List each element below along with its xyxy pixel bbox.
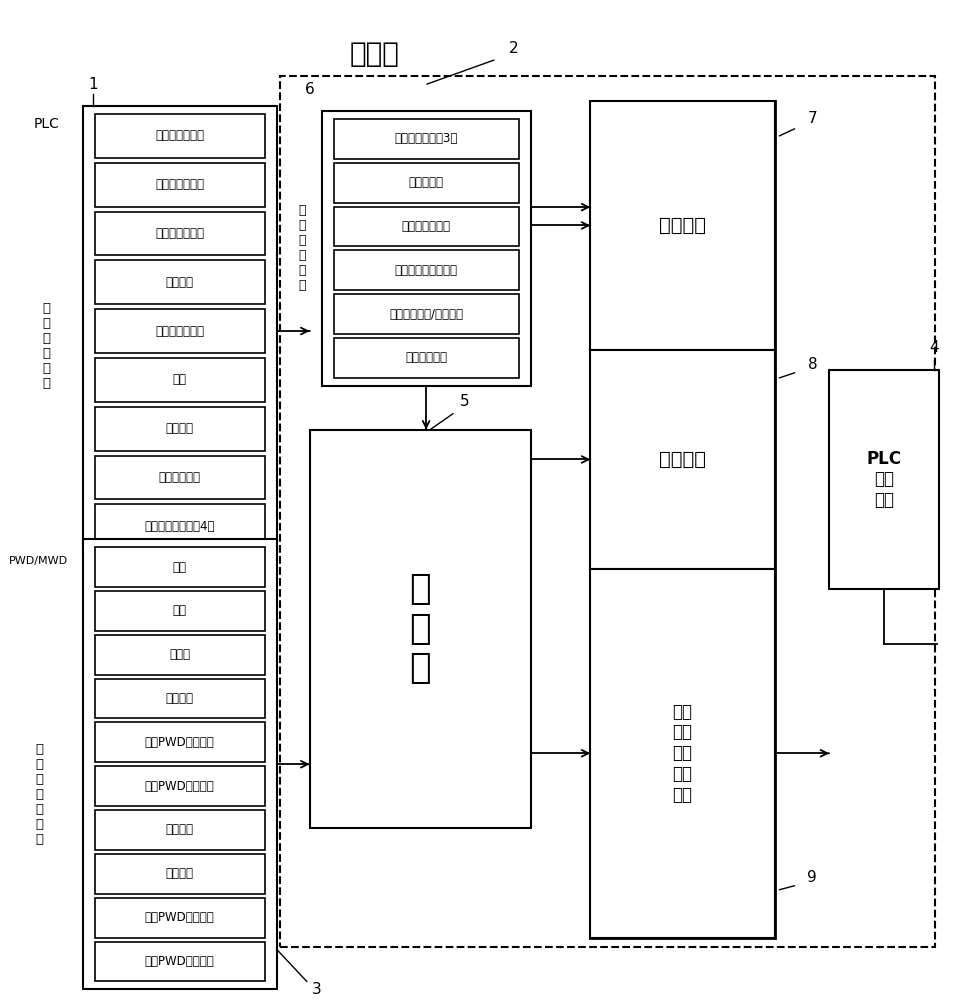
Bar — [590, 350, 774, 569]
Bar — [590, 569, 774, 938]
Bar — [333, 250, 518, 290]
Bar — [590, 101, 774, 350]
Text: 套压: 套压 — [173, 373, 187, 386]
Text: 2: 2 — [508, 41, 518, 56]
Bar — [95, 456, 265, 499]
Text: 下载PWD井底温度: 下载PWD井底温度 — [145, 955, 214, 968]
Text: 井深: 井深 — [173, 604, 187, 617]
Text: 大钩悬重: 大钩悬重 — [165, 867, 193, 880]
Bar — [333, 207, 518, 246]
Text: 6: 6 — [305, 82, 315, 97]
Bar — [333, 294, 518, 334]
Bar — [590, 101, 774, 938]
Text: 设置井底压力/当量密度: 设置井底压力/当量密度 — [389, 308, 463, 321]
Text: 下载PWD压力数器: 下载PWD压力数器 — [145, 780, 214, 793]
Bar — [310, 430, 531, 828]
Bar — [95, 722, 265, 762]
Bar — [95, 766, 265, 806]
Text: 井口目标压力: 井口目标压力 — [404, 351, 446, 364]
Bar — [95, 898, 265, 938]
Text: 1: 1 — [88, 77, 98, 92]
Bar — [333, 119, 518, 159]
Text: PLC: PLC — [34, 117, 60, 131]
Bar — [95, 942, 265, 981]
Bar — [95, 260, 265, 304]
Bar — [95, 163, 265, 207]
Text: 4: 4 — [928, 340, 938, 355]
Text: 工
具
计
算
机
数
据: 工 具 计 算 机 数 据 — [35, 743, 43, 846]
Text: 钻井泵缸套尺寸3个: 钻井泵缸套尺寸3个 — [394, 132, 457, 145]
Text: 钻头位置: 钻头位置 — [165, 692, 193, 705]
Text: PLC
执行
系统: PLC 执行 系统 — [866, 450, 901, 509]
Bar — [321, 111, 531, 386]
Text: 实时PWD井底温度: 实时PWD井底温度 — [145, 911, 214, 924]
Bar — [828, 370, 938, 589]
Bar — [95, 358, 265, 402]
Text: 泥浆罐液位传感器4个: 泥浆罐液位传感器4个 — [145, 520, 215, 533]
Text: 数
据
采
集
模
块: 数 据 采 集 模 块 — [43, 302, 51, 390]
Text: 旋转控制头压力: 旋转控制头压力 — [155, 325, 204, 338]
Text: 数字显示: 数字显示 — [658, 216, 705, 235]
Bar — [95, 854, 265, 894]
Bar — [95, 679, 265, 718]
Text: 实时PWD压力数器: 实时PWD压力数器 — [145, 736, 214, 749]
Bar — [95, 504, 265, 548]
Text: 井身结构及尺寸: 井身结构及尺寸 — [402, 220, 450, 233]
Text: 钻井液出口温度: 钻井液出口温度 — [155, 129, 204, 142]
Bar — [83, 539, 276, 989]
Text: 井口压力: 井口压力 — [165, 422, 193, 435]
Text: 8: 8 — [807, 357, 817, 372]
Text: 5: 5 — [459, 394, 469, 409]
Bar — [95, 810, 265, 850]
Bar — [83, 106, 276, 556]
Bar — [333, 338, 518, 378]
Bar — [95, 591, 265, 631]
Text: PWD/MWD: PWD/MWD — [10, 556, 68, 566]
Text: 选择
计算
比较
决策
设置: 选择 计算 比较 决策 设置 — [672, 703, 692, 804]
Text: 数
据
输
入
系
统: 数 据 输 入 系 统 — [298, 204, 305, 292]
Text: 钻井液参数: 钻井液参数 — [408, 176, 444, 189]
Bar — [95, 635, 265, 675]
Text: 井垂深: 井垂深 — [169, 648, 191, 661]
Text: 钻具组合结构及尺寸: 钻具组合结构及尺寸 — [394, 264, 457, 277]
Text: 大钩高度: 大钩高度 — [165, 823, 193, 836]
Text: 9: 9 — [807, 870, 817, 885]
Bar — [95, 212, 265, 255]
Text: 钻压: 钻压 — [173, 561, 187, 574]
Text: 钻井泥浆泵排量: 钻井泥浆泵排量 — [155, 227, 204, 240]
Text: 图形显示: 图形显示 — [658, 450, 705, 469]
Bar — [279, 76, 934, 947]
Text: 数
据
库: 数 据 库 — [409, 572, 431, 685]
Bar — [95, 114, 265, 158]
Text: 钻井液出口流量: 钻井液出口流量 — [155, 178, 204, 191]
Text: 立管压力: 立管压力 — [165, 276, 193, 289]
Text: 7: 7 — [807, 111, 817, 126]
Bar — [95, 407, 265, 451]
Bar — [95, 547, 265, 587]
Text: 工控机: 工控机 — [349, 40, 399, 68]
Text: 3: 3 — [312, 982, 321, 997]
Text: 节流阀后压力: 节流阀后压力 — [158, 471, 200, 484]
Bar — [333, 163, 518, 203]
Bar — [95, 309, 265, 353]
